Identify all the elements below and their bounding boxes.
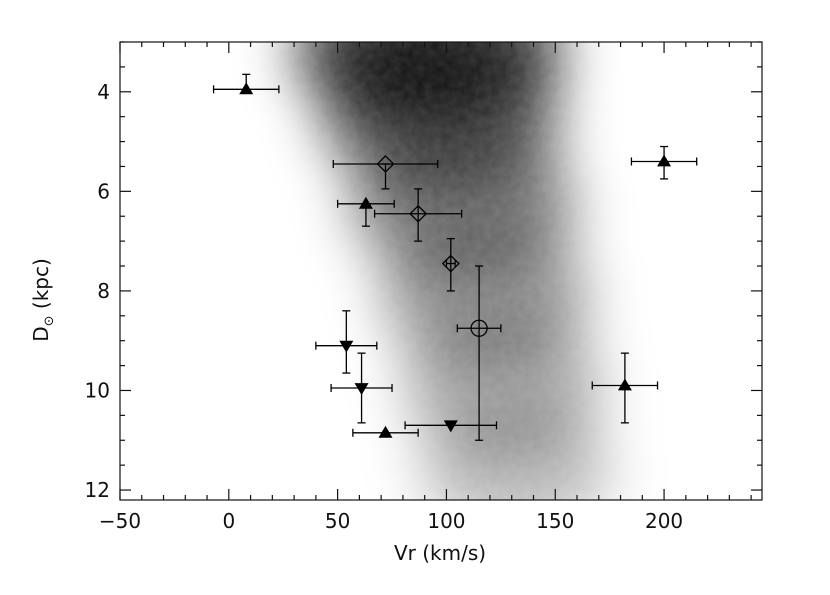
y-axis-label-main: D (29, 326, 53, 341)
diamond-marker (441, 254, 460, 273)
x-tick-label: 200 (645, 509, 683, 533)
x-tick-label: −50 (99, 509, 141, 533)
triangle-down-marker (443, 420, 458, 433)
triangle-down-marker (354, 383, 369, 395)
density-noise (120, 42, 762, 500)
plot-frame (119, 41, 763, 501)
axis-ticks (119, 41, 762, 500)
diamond-marker (409, 204, 428, 223)
x-tick-label: 150 (536, 509, 574, 533)
x-axis-label: Vr (km/s) (394, 541, 486, 565)
triangle-up-marker (378, 425, 393, 438)
y-tick-label: 6 (97, 179, 110, 203)
y-tick-label: 8 (97, 279, 110, 303)
circle-marker (470, 319, 488, 337)
y-axis-label-unit: (kpc) (29, 258, 53, 315)
data-marks (212, 73, 698, 441)
y-axis-label: D⊙ (kpc) (29, 258, 57, 342)
y-tick-label: 10 (85, 378, 110, 402)
triangle-up-marker (657, 154, 672, 167)
data-point (336, 196, 395, 227)
data-point (330, 352, 393, 424)
x-tick-label: 0 (222, 509, 235, 533)
data-point (332, 155, 439, 190)
triangle-up-marker (358, 196, 373, 209)
y-tick-label: 12 (85, 478, 110, 502)
diamond-marker (376, 155, 395, 173)
data-point (315, 310, 378, 374)
y-tick-labels: 4 6 8 10 12 (85, 80, 110, 502)
x-tick-labels: −50 0 50 100 150 200 (99, 509, 683, 533)
data-point (630, 145, 698, 180)
data-point (352, 425, 419, 438)
y-tick-label: 4 (97, 80, 110, 104)
y-axis-label-sub: ⊙ (42, 315, 57, 326)
data-point (591, 352, 659, 424)
data-point (441, 237, 460, 292)
x-tick-label: 50 (325, 509, 350, 533)
triangle-up-marker (239, 82, 254, 95)
triangle-down-marker (339, 340, 354, 353)
data-point (373, 188, 463, 242)
triangle-up-marker (617, 378, 632, 391)
density-background (120, 42, 762, 500)
data-point (212, 73, 280, 95)
x-tick-label: 100 (427, 509, 465, 533)
data-point (456, 265, 502, 441)
data-point (404, 420, 498, 433)
